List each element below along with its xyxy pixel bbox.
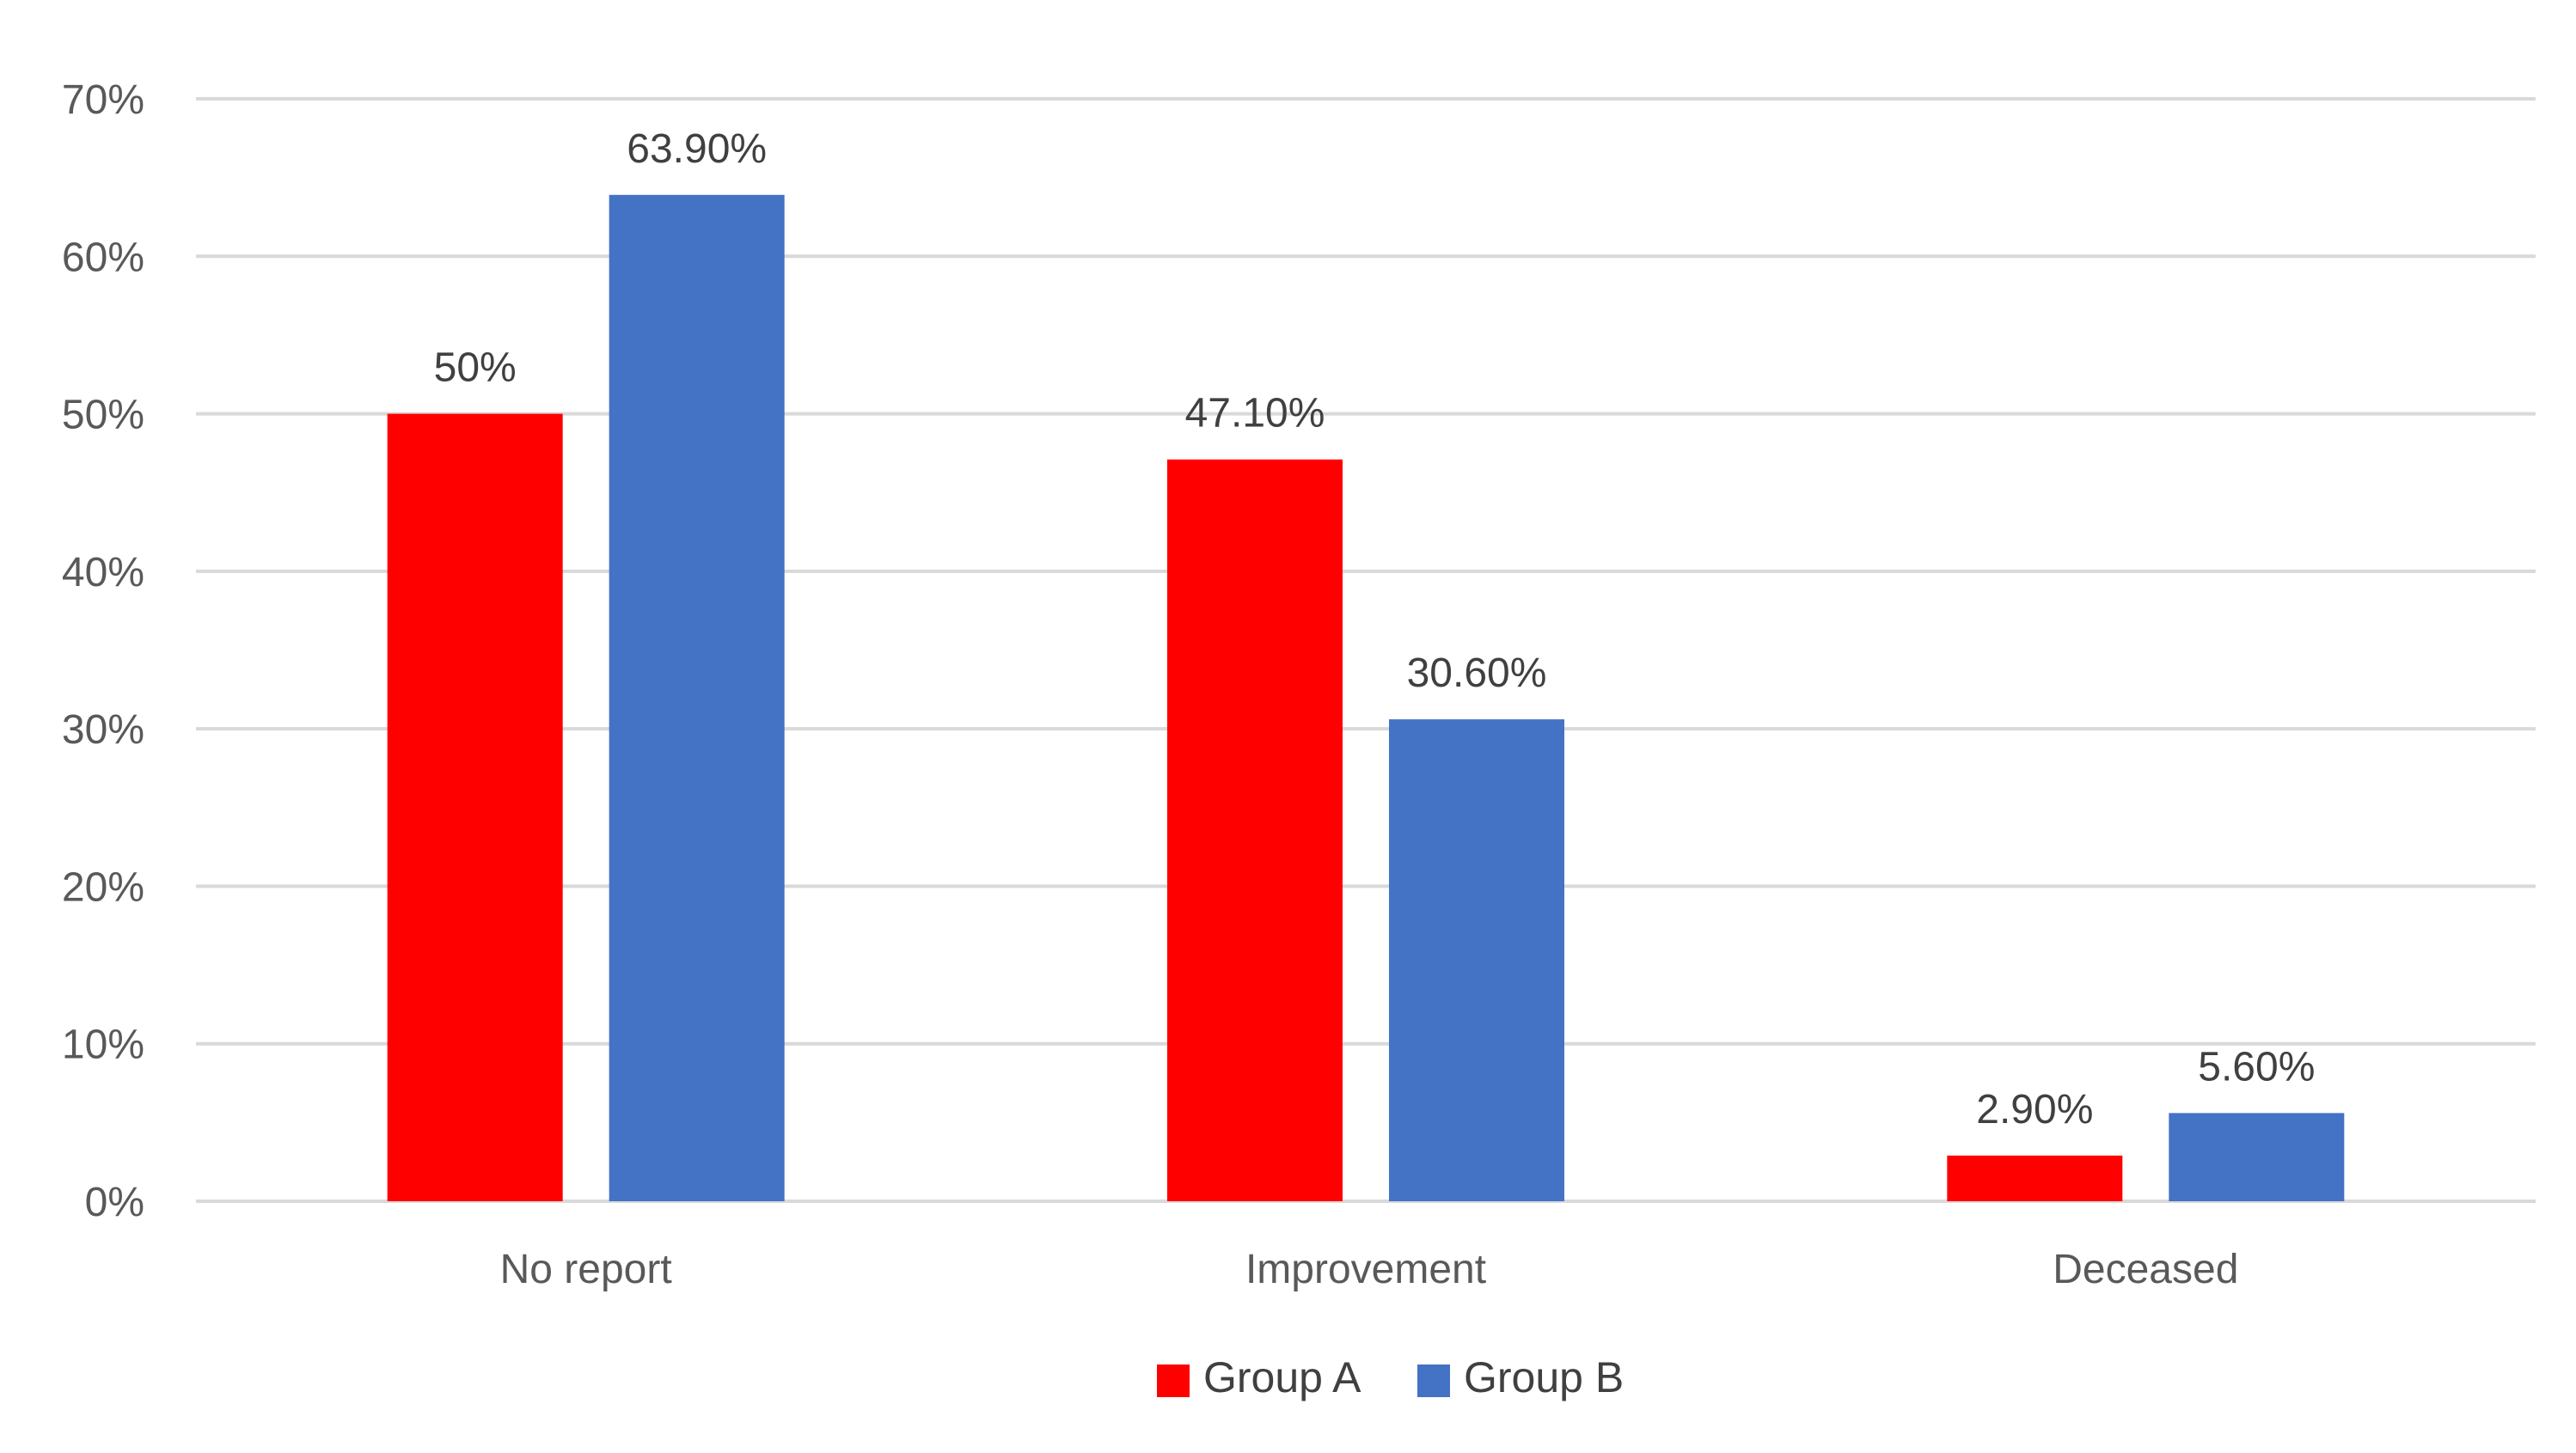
bar-group-b-no-report <box>609 194 785 1201</box>
data-labels: 50% 63.90% 47.10% 30.60% 2.90% 5.60% <box>434 126 2316 1132</box>
bar-group-a-improvement <box>1167 459 1343 1201</box>
data-label: 47.10% <box>1185 391 1325 437</box>
legend: Group A Group B <box>1157 1353 1624 1401</box>
data-label: 30.60% <box>1407 650 1547 696</box>
y-tick-label: 70% <box>62 77 144 123</box>
y-tick-label: 20% <box>62 864 144 910</box>
bar-group-b-improvement <box>1389 719 1564 1201</box>
data-label: 2.90% <box>1976 1087 2093 1132</box>
bar-group-b-deceased <box>2169 1113 2345 1201</box>
legend-swatch <box>1417 1364 1450 1397</box>
legend-label: Group B <box>1464 1353 1624 1401</box>
y-tick-label: 40% <box>62 550 144 595</box>
y-tick-label: 50% <box>62 393 144 438</box>
gridlines <box>196 97 2536 1203</box>
y-tick-label: 30% <box>62 707 144 753</box>
y-tick-label: 0% <box>85 1180 144 1225</box>
data-label: 5.60% <box>2198 1044 2315 1090</box>
x-tick-label: No report <box>500 1247 672 1292</box>
data-label: 63.90% <box>627 126 767 172</box>
bar-group-a-no-report <box>387 413 563 1202</box>
data-label: 50% <box>434 345 517 391</box>
bar-group-a-deceased <box>1947 1155 2123 1201</box>
bars <box>387 194 2345 1202</box>
y-axis-tick-labels: 0% 10% 20% 30% 40% 50% 60% 70% <box>62 77 144 1225</box>
x-tick-label: Deceased <box>2053 1247 2238 1292</box>
legend-swatch <box>1157 1364 1190 1397</box>
x-tick-label: Improvement <box>1245 1247 1486 1292</box>
y-tick-label: 10% <box>62 1023 144 1068</box>
x-axis-tick-labels: No report Improvement Deceased <box>500 1247 2239 1292</box>
y-tick-label: 60% <box>62 235 144 280</box>
legend-label: Group A <box>1203 1353 1361 1401</box>
